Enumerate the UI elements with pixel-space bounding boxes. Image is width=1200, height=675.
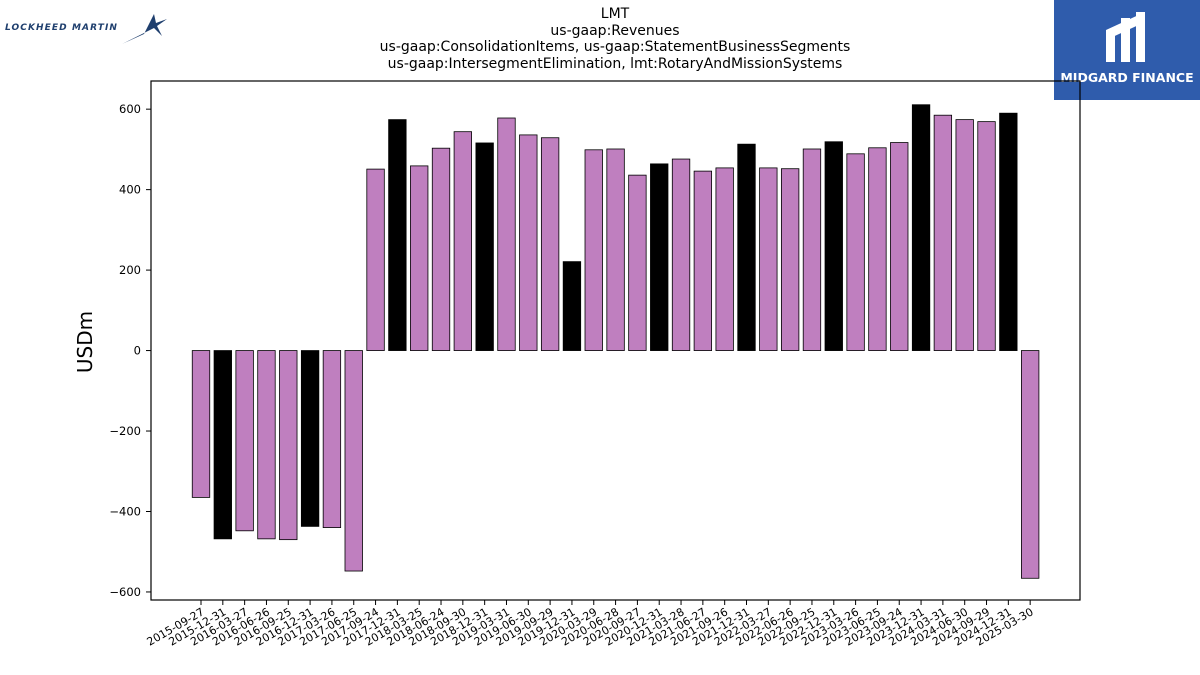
- bar: [366, 168, 385, 351]
- bar: [235, 350, 254, 532]
- bar: [497, 117, 516, 351]
- bar: [824, 141, 843, 351]
- bar: [431, 147, 451, 351]
- bar: [628, 174, 647, 351]
- bar: [650, 163, 669, 351]
- midgard-logo-text: MIDGARD FINANCE: [1060, 70, 1194, 85]
- midgard-finance-logo: MIDGARD FINANCE: [1054, 0, 1200, 100]
- svg-text:LOCKHEED MARTIN: LOCKHEED MARTIN: [5, 23, 118, 33]
- bar: [584, 149, 603, 351]
- bar: [693, 170, 713, 351]
- y-tick-label: 0: [134, 344, 141, 358]
- bar: [279, 350, 298, 541]
- bar: [322, 350, 342, 528]
- y-axis-label: USDm: [73, 311, 97, 373]
- y-tick-label: −600: [109, 585, 141, 599]
- y-tick-label: −200: [109, 424, 141, 438]
- chart-title-block: LMT us-gaap:Revenues us-gaap:Consolidati…: [300, 6, 930, 72]
- bar-series: [191, 104, 1040, 579]
- axes: −600−400−20002004006002015-09-272015-12-…: [109, 80, 1081, 649]
- chart-title-line: us-gaap:Revenues: [550, 22, 680, 39]
- y-tick-label: 200: [119, 263, 141, 277]
- bar: [519, 134, 538, 351]
- bar: [671, 158, 691, 351]
- bar: [475, 142, 494, 351]
- bar: [540, 137, 560, 351]
- chart-title-line: us-gaap:IntersegmentElimination, lmt:Rot…: [387, 55, 843, 72]
- bar: [737, 143, 756, 351]
- y-tick-label: −400: [109, 504, 141, 518]
- bar: [453, 131, 472, 351]
- lockheed-martin-logo: LOCKHEED MARTIN: [5, 14, 167, 44]
- bar: [191, 350, 211, 498]
- bar: [344, 350, 363, 572]
- bar: [606, 148, 625, 351]
- y-tick-label: 400: [119, 183, 141, 197]
- bar: [868, 147, 887, 351]
- bar: [300, 350, 320, 527]
- bar: [890, 142, 909, 351]
- bar: [257, 350, 276, 540]
- bar: [410, 165, 429, 351]
- bar: [911, 104, 931, 351]
- chart-title-line: us-gaap:ConsolidationItems, us-gaap:Stat…: [379, 39, 851, 55]
- bar: [1021, 350, 1040, 579]
- midgard-mark-icon: [1106, 12, 1145, 62]
- bar: [759, 167, 778, 351]
- bar: [802, 148, 822, 351]
- bar: [955, 119, 974, 351]
- bar: [999, 112, 1018, 351]
- bar: [846, 153, 865, 351]
- bar: [388, 119, 407, 351]
- bar: [780, 168, 800, 351]
- bar: [562, 261, 582, 351]
- chart-title-line: LMT: [600, 6, 630, 22]
- bar: [715, 167, 734, 351]
- bar: [933, 114, 953, 351]
- bar: [213, 350, 232, 540]
- bar: [977, 121, 996, 351]
- y-tick-label: 600: [119, 102, 141, 116]
